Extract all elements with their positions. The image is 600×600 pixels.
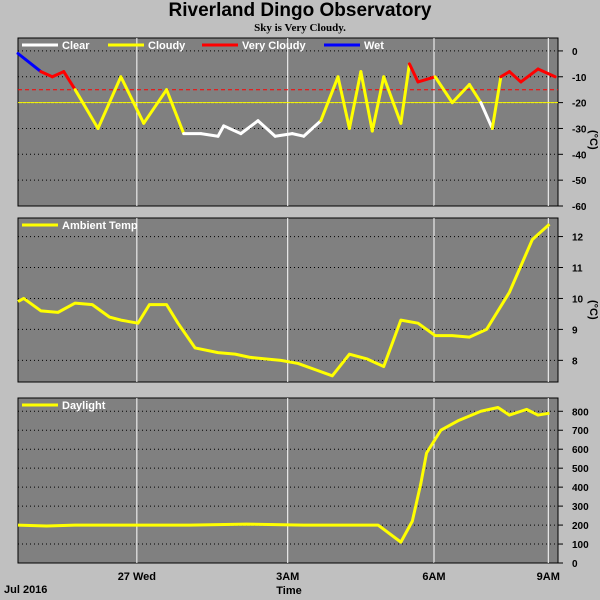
sky-segment bbox=[96, 75, 123, 130]
sky-status: Sky is Very Cloudy. bbox=[254, 22, 346, 34]
sky-segment bbox=[142, 88, 169, 125]
sky-y-unit: (°C) bbox=[587, 130, 599, 150]
sky-segment bbox=[507, 70, 523, 84]
sky-segment bbox=[273, 132, 294, 138]
page-title: Riverland Dingo Observatory bbox=[168, 0, 432, 21]
y-tick-label: 0 bbox=[572, 47, 578, 58]
sky-segment bbox=[165, 88, 186, 136]
y-tick-label: 700 bbox=[572, 426, 589, 437]
sky-panel: 0 -10 -20 -30 -40 -50 -60 Clear Cloudy Very Cl… bbox=[16, 37, 599, 213]
legend-ambient-temp: Ambient Temp bbox=[62, 220, 138, 232]
y-tick-label: 400 bbox=[572, 483, 589, 494]
ambient-legend: Ambient Temp bbox=[22, 220, 138, 232]
sky-segment bbox=[216, 124, 226, 138]
sky-y-ticks: 0 -10 -20 -30 -40 -50 -60 bbox=[558, 47, 587, 213]
y-tick-label: -20 bbox=[572, 99, 587, 110]
sky-segment bbox=[499, 70, 511, 79]
sky-segment bbox=[50, 70, 66, 79]
ambient-line bbox=[17, 223, 551, 378]
daylight-y-ticks: 0 100 200 300 400 500 600 700 800 bbox=[558, 407, 589, 570]
y-tick-label: 12 bbox=[572, 233, 584, 244]
legend-daylight: Daylight bbox=[62, 400, 106, 412]
y-tick-label: 300 bbox=[572, 502, 589, 513]
sky-segment bbox=[536, 67, 557, 79]
sky-segment bbox=[222, 124, 243, 136]
y-tick-label: -40 bbox=[572, 150, 587, 161]
y-tick-label: -30 bbox=[572, 124, 587, 135]
sky-segment bbox=[319, 75, 340, 123]
sky-segment bbox=[290, 132, 306, 138]
x-axis-title: Time bbox=[276, 585, 301, 597]
y-tick-label: 800 bbox=[572, 407, 589, 418]
sky-segment bbox=[62, 70, 77, 92]
ambient-series bbox=[17, 223, 551, 378]
sky-segment bbox=[39, 70, 54, 79]
y-tick-label: 8 bbox=[572, 356, 578, 367]
legend-cloudy: Cloudy bbox=[148, 40, 186, 52]
ambient-panel: 8 9 10 11 12 Ambient Temp (°C) bbox=[17, 217, 599, 383]
sky-segment bbox=[359, 70, 374, 133]
sky-segment bbox=[382, 75, 403, 125]
sky-segment bbox=[490, 75, 503, 130]
daylight-grid bbox=[18, 398, 558, 564]
sky-segment bbox=[73, 88, 100, 130]
sky-segment bbox=[239, 119, 260, 136]
legend-very-cloudy: Very Cloudy bbox=[242, 40, 306, 52]
sky-segment bbox=[407, 62, 420, 84]
ambient-y-ticks: 8 9 10 11 12 bbox=[558, 233, 584, 367]
sky-segment bbox=[199, 132, 220, 138]
daylight-line bbox=[17, 405, 550, 544]
legend-wet: Wet bbox=[364, 40, 384, 52]
sky-segment bbox=[479, 101, 494, 130]
daylight-legend: Daylight bbox=[22, 400, 106, 412]
sky-segment bbox=[256, 119, 277, 138]
sky-segment bbox=[467, 83, 483, 105]
ambient-y-unit: (°C) bbox=[587, 300, 599, 320]
sky-segment bbox=[347, 70, 363, 130]
x-tick-label: 6AM bbox=[422, 571, 445, 583]
daylight-series bbox=[17, 405, 550, 544]
sky-segment bbox=[416, 75, 437, 84]
sky-segment bbox=[16, 52, 43, 74]
y-tick-label: 500 bbox=[572, 464, 589, 475]
y-tick-label: 200 bbox=[572, 521, 589, 532]
legend-clear: Clear bbox=[62, 40, 90, 52]
sky-segment bbox=[399, 62, 411, 125]
sky-segment bbox=[119, 75, 146, 125]
y-tick-label: 600 bbox=[572, 445, 589, 456]
ambient-grid bbox=[18, 218, 558, 382]
sky-series bbox=[16, 52, 557, 138]
y-tick-label: 11 bbox=[572, 264, 583, 275]
y-tick-label: 9 bbox=[572, 325, 578, 336]
y-tick-label: -10 bbox=[572, 73, 587, 84]
sky-segment bbox=[370, 75, 386, 133]
x-tick-label: 27 Wed bbox=[118, 571, 156, 583]
y-tick-label: -60 bbox=[572, 202, 587, 213]
y-tick-label: 10 bbox=[572, 294, 584, 305]
y-tick-label: 100 bbox=[572, 540, 589, 551]
sky-segment bbox=[336, 75, 351, 130]
date-label: Jul 2016 bbox=[4, 584, 48, 596]
sky-segment bbox=[519, 67, 540, 84]
y-tick-label: 0 bbox=[572, 559, 578, 570]
y-tick-label: -50 bbox=[572, 176, 587, 187]
sky-grid bbox=[18, 38, 558, 207]
daylight-panel: 0 100 200 300 400 500 600 700 800 Daylight bbox=[17, 397, 589, 570]
sky-segment bbox=[433, 75, 454, 105]
sky-segment bbox=[450, 83, 471, 105]
x-axis-labels: 27 Wed 3AM 6AM 9AM bbox=[118, 571, 560, 583]
x-tick-label: 3AM bbox=[276, 571, 299, 583]
sky-segment bbox=[302, 119, 323, 138]
sky-legend: Clear Cloudy Very Cloudy Wet bbox=[22, 40, 384, 52]
x-tick-label: 9AM bbox=[537, 571, 560, 583]
